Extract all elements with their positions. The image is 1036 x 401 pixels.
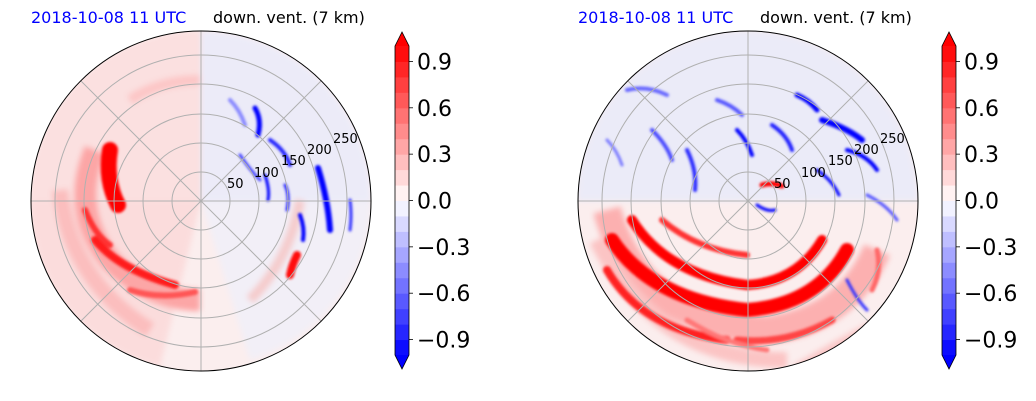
radial-tick-100: 100 (254, 166, 279, 181)
colorbar-segment (942, 339, 956, 356)
radial-tick-250: 250 (880, 132, 905, 147)
polar-plot: 50 100 150 200 250 0.9 0.6 0.3 0.0 −0.3 −0.6 −… (30, 30, 470, 372)
colorbar-segment (395, 339, 409, 356)
radial-tick-250: 250 (333, 132, 358, 147)
colorbar-segment (395, 76, 409, 93)
colorbar-tick-label: 0.0 (417, 190, 452, 215)
colorbar-tick-label: 0.3 (964, 143, 999, 168)
colorbar-segment (942, 107, 956, 124)
radial-tick-200: 200 (307, 143, 332, 158)
colorbar-segment (395, 185, 409, 201)
colorbar-segment (395, 246, 409, 263)
colorbar-segment (942, 324, 956, 341)
radial-tick-50: 50 (227, 177, 244, 192)
colorbar-segment (942, 215, 956, 232)
colorbar-segment (395, 200, 409, 217)
colorbar-segment (942, 185, 956, 201)
radial-tick-100: 100 (801, 166, 826, 181)
colorbar: 0.9 0.6 0.3 0.0 −0.3 −0.6 −0.9 (394, 31, 470, 370)
colorbar-tick-label: 0.9 (964, 50, 999, 75)
colorbar-tick-label: −0.9 (417, 329, 470, 354)
colorbar-segment (942, 262, 956, 279)
colorbar-segment (942, 293, 956, 310)
chart-title: down. vent. (7 km) (760, 8, 912, 27)
radial-tick-150: 150 (828, 154, 853, 169)
colorbar-outline (941, 31, 957, 370)
date-label: 2018-10-08 11 UTC (578, 8, 734, 27)
panel-left: 2018-10-08 11 UTC down. vent. (7 km) (30, 8, 470, 372)
colorbar-tick-label: 0.6 (417, 97, 452, 122)
colorbar-extend-low (395, 355, 409, 369)
colorbar-segment (942, 76, 956, 93)
colorbar-tick-label: 0.3 (417, 143, 452, 168)
date-label: 2018-10-08 11 UTC (31, 8, 187, 27)
polar-frame (30, 30, 372, 372)
colorbar-tick-label: −0.6 (417, 282, 470, 307)
polar-grid (578, 31, 918, 371)
colorbar-extend-high (942, 32, 956, 46)
polar-frame (577, 30, 919, 372)
colorbar-tick-label: −0.3 (964, 236, 1017, 261)
colorbar-segment (395, 308, 409, 325)
colorbar-segment (942, 277, 956, 294)
panel-right: 2018-10-08 11 UTC down. vent. (7 km) (547, 0, 1036, 401)
colorbar-segment (395, 123, 409, 140)
colorbar-segment (395, 262, 409, 279)
colorbar-segment (395, 46, 409, 62)
colorbar-segment (395, 154, 409, 171)
radial-tick-150: 150 (281, 154, 306, 169)
colorbar-segment (942, 123, 956, 140)
colorbar-segment (395, 324, 409, 341)
colorbar-segment (942, 231, 956, 248)
chart-title: down. vent. (7 km) (213, 8, 365, 27)
colorbar-segment (942, 61, 956, 78)
colorbar-segment (395, 215, 409, 232)
colorbar-segment (395, 293, 409, 310)
colorbar-tick-label: 0.9 (417, 50, 452, 75)
colorbar-segment (942, 200, 956, 217)
colorbar-tick-label: −0.3 (417, 236, 470, 261)
colorbar-segment (942, 92, 956, 109)
colorbar-segment (942, 246, 956, 263)
colorbar-tick-label: −0.6 (964, 282, 1017, 307)
colorbar-segment (942, 46, 956, 62)
colorbar-tick-label: 0.0 (964, 190, 999, 215)
radial-tick-200: 200 (854, 143, 879, 158)
colorbar-outline (394, 31, 410, 370)
colorbar-segment (395, 107, 409, 124)
colorbar-segment (395, 61, 409, 78)
colorbar-segment (942, 169, 956, 186)
colorbar-segment (395, 169, 409, 186)
colorbar-segment (942, 308, 956, 325)
colorbar-segment (395, 231, 409, 248)
polar-plot: 50 100 150 200 250 0.9 0.6 0.3 0.0 −0.3 −0.6 −… (577, 30, 1017, 372)
colorbar-segment (395, 138, 409, 155)
colorbar: 0.9 0.6 0.3 0.0 −0.3 −0.6 −0.9 (941, 31, 1017, 370)
colorbar-segment (942, 138, 956, 155)
colorbar-segment (395, 92, 409, 109)
colorbar-extend-low (942, 355, 956, 369)
colorbar-segment (942, 154, 956, 171)
colorbar-extend-high (395, 32, 409, 46)
colorbar-tick-label: 0.6 (964, 97, 999, 122)
polar-grid (31, 31, 371, 371)
radial-tick-50: 50 (774, 177, 791, 192)
colorbar-tick-label: −0.9 (964, 329, 1017, 354)
colorbar-segment (395, 277, 409, 294)
